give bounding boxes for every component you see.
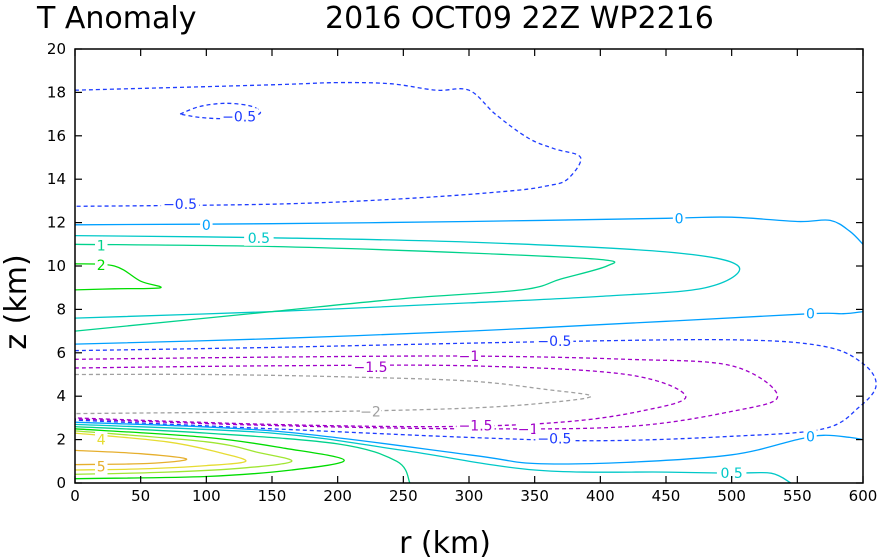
contour-label-bg <box>535 332 574 349</box>
contour-label: 4 <box>97 433 106 449</box>
y-tick-label: 8 <box>56 300 66 318</box>
contour-label: 0 <box>806 307 815 323</box>
contour-label: −0.5 <box>222 109 256 125</box>
contour-line--0.5 <box>74 81 582 207</box>
contour-label-bg <box>200 216 213 233</box>
chart-title-right: 2016 OCT09 22Z WP2216 <box>325 1 714 36</box>
x-axis-label: r (km) <box>399 526 491 559</box>
contour-label-bg <box>672 210 686 227</box>
x-tick-label: 600 <box>849 487 878 505</box>
contour-label-bg <box>804 428 817 445</box>
contour-label: 0.5 <box>248 231 270 247</box>
x-axis: 0 50 100 150 200 250 300 350 400 450 500 550 600 <box>70 49 877 505</box>
contour-line-0 <box>74 216 864 245</box>
x-tick-label: 250 <box>389 487 418 505</box>
contour-line--0.5 <box>179 102 262 120</box>
contour-lines <box>74 81 877 484</box>
y-tick-label: 12 <box>47 214 66 232</box>
contour-line-0 <box>74 310 864 345</box>
contour-label: 2 <box>97 258 106 274</box>
contour-label-bg <box>458 348 480 365</box>
y-tick-label: 18 <box>47 83 66 101</box>
contour-label: 0 <box>675 211 684 227</box>
contour-label-bg <box>716 465 747 482</box>
x-tick-label: 200 <box>323 487 352 505</box>
contour-label-bg <box>351 358 390 375</box>
contour-label: −1.5 <box>459 418 493 434</box>
x-tick-label: 500 <box>717 487 746 505</box>
contour-line-0 <box>74 421 864 465</box>
contour-label: −1 <box>518 422 539 438</box>
contour-label: 0.5 <box>721 466 743 482</box>
contour-line-4 <box>74 432 247 471</box>
y-axis-label: z (km) <box>0 254 34 349</box>
contour-label: 0 <box>202 218 211 234</box>
chart-title-left: T Anomaly <box>36 1 196 36</box>
x-tick-label: 450 <box>652 487 681 505</box>
contour-label: 1 <box>97 238 106 254</box>
y-tick-label: 2 <box>56 431 66 449</box>
contour-line-5 <box>74 449 188 466</box>
y-tick-label: 16 <box>47 127 66 145</box>
contour-line-1 <box>74 425 411 484</box>
contour-label-bg <box>360 403 381 420</box>
contour-label: 5 <box>97 460 106 476</box>
y-tick-label: 4 <box>56 387 66 405</box>
y-tick-label: 6 <box>56 344 66 362</box>
y-tick-label: 14 <box>47 170 66 188</box>
contour-label: −0.5 <box>163 197 197 213</box>
x-tick-label: 100 <box>192 487 221 505</box>
contour-label: −0.5 <box>537 334 571 350</box>
x-tick-label: 0 <box>70 487 80 505</box>
contour-label-bg <box>95 458 108 475</box>
contour-line-2 <box>74 263 162 291</box>
contour-label: −0.5 <box>537 432 571 448</box>
contour-label-bg <box>220 108 259 125</box>
contour-label-bg <box>804 305 817 322</box>
contour-label-bg <box>95 431 108 448</box>
x-tick-label: 350 <box>520 487 549 505</box>
x-tick-label: 400 <box>586 487 615 505</box>
x-tick-label: 50 <box>131 487 150 505</box>
contour-label-bg <box>244 229 274 246</box>
contour-label-bg <box>456 417 495 434</box>
contour-label-bg <box>161 196 200 213</box>
x-tick-label: 300 <box>455 487 484 505</box>
y-tick-label: 20 <box>47 40 66 58</box>
contour-line-0.5 <box>74 423 792 484</box>
contour-label-bg <box>517 420 539 437</box>
contour-label: −1.5 <box>354 360 388 376</box>
contour-label-bg <box>95 237 108 254</box>
contour-line-3 <box>74 430 293 475</box>
contour-label: −1 <box>459 349 480 365</box>
x-tick-label: 550 <box>783 487 812 505</box>
contour-line--2 <box>74 373 592 415</box>
contour-line-0.5 <box>74 234 741 319</box>
contour-line-1 <box>74 243 616 332</box>
contour-line-2 <box>74 428 345 480</box>
contour-line--0.5 <box>74 338 877 442</box>
contour-label: 0 <box>806 429 815 445</box>
contour-label-bg <box>535 430 574 447</box>
contour-label: −2 <box>360 404 381 420</box>
contour-label-bg <box>95 256 108 273</box>
y-tick-label: 10 <box>47 257 66 275</box>
x-tick-label: 150 <box>258 487 287 505</box>
contour-line--1.5 <box>74 364 687 428</box>
contour-line--1 <box>74 355 779 430</box>
y-tick-label: 0 <box>56 474 66 492</box>
